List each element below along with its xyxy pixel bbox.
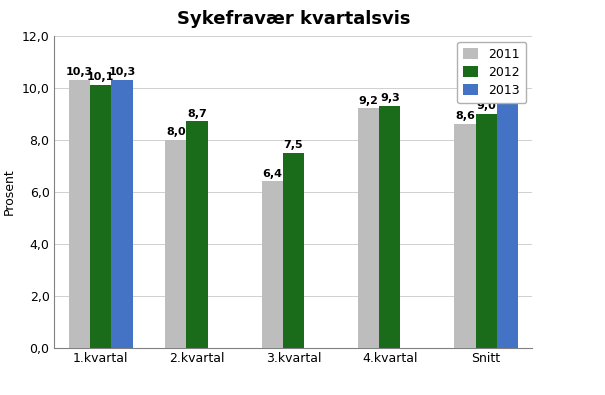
Bar (358, 108, 379, 348)
Text: 10,3: 10,3 (494, 67, 521, 77)
Bar (165, 139, 186, 348)
Bar (69, 80, 90, 348)
Y-axis label: Prosent: Prosent (3, 168, 16, 215)
Text: 9,3: 9,3 (380, 93, 400, 103)
Bar (476, 114, 497, 348)
Text: 8,7: 8,7 (187, 109, 207, 119)
Text: 6,4: 6,4 (262, 169, 282, 179)
Text: 10,1: 10,1 (87, 72, 114, 83)
Text: 9,0: 9,0 (476, 101, 496, 111)
Legend: 2011, 2012, 2013: 2011, 2012, 2013 (457, 42, 526, 103)
Bar (454, 124, 476, 348)
Bar (283, 152, 304, 348)
Title: Sykefravær kvartalsvis: Sykefravær kvartalsvis (177, 10, 410, 28)
Bar (186, 121, 208, 348)
Text: 8,6: 8,6 (455, 111, 475, 121)
Bar (90, 85, 111, 348)
Bar (379, 106, 401, 348)
Bar (497, 80, 518, 348)
Text: 7,5: 7,5 (284, 140, 303, 150)
Text: 10,3: 10,3 (108, 67, 136, 77)
Bar (261, 181, 283, 348)
Bar (111, 80, 132, 348)
Text: 10,3: 10,3 (66, 67, 93, 77)
Text: 9,2: 9,2 (359, 96, 379, 106)
Text: 8,0: 8,0 (166, 127, 186, 137)
